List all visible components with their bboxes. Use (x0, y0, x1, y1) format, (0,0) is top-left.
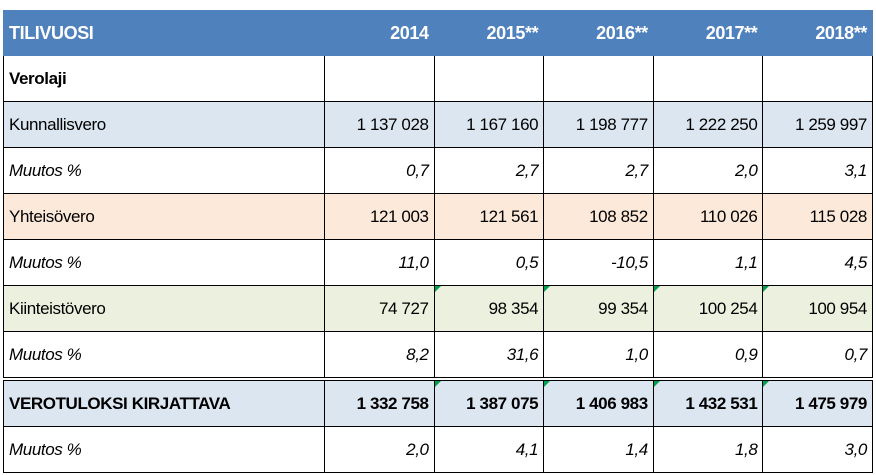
value-cell: 0,5 (433, 239, 545, 286)
value-cell: 4,1 (433, 426, 545, 473)
header-year-2014: 2014 (324, 10, 435, 56)
value-text: 100 954 (808, 298, 867, 318)
value-cell: 1,0 (543, 331, 654, 380)
value-cell: 11,0 (324, 239, 435, 286)
table-row-change: Muutos % 2,0 4,1 1,4 1,8 3,0 (3, 426, 873, 473)
cell-marker-icon (654, 286, 660, 292)
table-row-change: Muutos % 8,2 31,6 1,0 0,9 0,7 (3, 331, 873, 380)
table-row-yhteisovero: Yhteisövero 121 003 121 561 108 852 110 … (3, 193, 873, 240)
value-cell: 1 475 979 (762, 377, 873, 427)
row-label: Muutos % (3, 331, 325, 380)
value-cell: 2,0 (652, 147, 764, 194)
value-cell: 1 259 997 (762, 101, 873, 148)
value-cell: 74 727 (324, 285, 435, 332)
value-cell: 115 028 (762, 193, 873, 240)
table-row-total: VEROTULOKSI KIRJATTAVA 1 332 758 1 387 0… (3, 377, 873, 427)
header-year-2015: 2015** (433, 10, 545, 56)
row-label: Kiinteistövero (3, 285, 325, 332)
value-cell: 0,7 (324, 147, 435, 194)
value-cell: 1 432 531 (652, 377, 764, 427)
value-cell: 99 354 (543, 285, 654, 332)
value-text: 100 254 (698, 298, 758, 318)
value-text: 1 475 979 (794, 393, 867, 413)
value-cell: 2,0 (324, 426, 435, 473)
table-row-kiinteistovero: Kiinteistövero 74 727 98 354 99 354 100 … (3, 285, 873, 332)
row-label: Muutos % (3, 239, 325, 286)
row-label: Muutos % (3, 147, 325, 194)
value-cell: 100 954 (762, 285, 873, 332)
value-cell: 4,5 (762, 239, 873, 286)
value-cell: 100 254 (652, 285, 764, 332)
header-year-2017: 2017** (652, 10, 764, 56)
value-cell: 98 354 (433, 285, 545, 332)
value-cell: 3,1 (762, 147, 873, 194)
value-cell: 1 387 075 (433, 377, 545, 427)
cell-marker-icon (544, 382, 551, 387)
row-label: VEROTULOKSI KIRJATTAVA (3, 377, 325, 427)
empty-cell (324, 55, 435, 102)
value-cell: 2,7 (433, 147, 545, 194)
value-cell: -10,5 (543, 239, 654, 286)
value-cell: 8,2 (324, 331, 435, 380)
value-cell: 1 198 777 (543, 101, 654, 148)
value-text: 99 354 (598, 298, 648, 318)
table-row-change: Muutos % 11,0 0,5 -10,5 1,1 4,5 (3, 239, 873, 286)
empty-cell (652, 55, 764, 102)
value-cell: 0,9 (652, 331, 764, 380)
cell-marker-icon (435, 286, 441, 292)
cell-marker-icon (654, 382, 660, 387)
value-cell: 108 852 (543, 193, 654, 240)
value-cell: 1,4 (543, 426, 654, 473)
value-cell: 110 026 (652, 193, 764, 240)
value-text: 1 387 075 (466, 393, 539, 413)
cell-marker-icon (763, 382, 770, 387)
value-text: 1 406 983 (575, 393, 648, 413)
header-year-2016: 2016** (543, 10, 654, 56)
empty-cell (543, 55, 654, 102)
value-cell: 3,0 (762, 426, 873, 473)
section-row: Verolaji (3, 55, 873, 102)
header-year-2018: 2018** (762, 10, 873, 56)
value-cell: 1,8 (652, 426, 764, 473)
empty-cell (433, 55, 545, 102)
value-cell: 1 167 160 (433, 101, 545, 148)
value-cell: 1 406 983 (543, 377, 654, 427)
value-cell: 1,1 (652, 239, 764, 286)
row-label: Kunnallisvero (3, 101, 325, 148)
value-cell: 2,7 (543, 147, 654, 194)
value-text: 1 432 531 (685, 393, 758, 413)
table-row-kunnallisvero: Kunnallisvero 1 137 028 1 167 160 1 198 … (3, 101, 873, 148)
row-label: Yhteisövero (3, 193, 325, 240)
row-label: Muutos % (3, 426, 325, 473)
table-row-change: Muutos % 0,7 2,7 2,7 2,0 3,1 (3, 147, 873, 194)
section-label-cell: Verolaji (3, 55, 325, 102)
value-text: 98 354 (488, 298, 539, 318)
value-cell: 31,6 (433, 331, 545, 380)
empty-cell (762, 55, 873, 102)
cell-marker-icon (435, 382, 441, 387)
value-cell: 1 332 758 (324, 377, 435, 427)
value-cell: 121 003 (324, 193, 435, 240)
header-label-cell: TILIVUOSI (3, 10, 325, 56)
value-cell: 1 137 028 (324, 101, 435, 148)
value-cell: 0,7 (762, 331, 873, 380)
cell-marker-icon (544, 286, 551, 292)
value-cell: 1 222 250 (652, 101, 764, 148)
value-cell: 121 561 (433, 193, 545, 240)
tax-revenue-table: TILIVUOSI 2014 2015** 2016** 2017** 2018… (3, 10, 873, 473)
cell-marker-icon (763, 286, 770, 292)
header-row: TILIVUOSI 2014 2015** 2016** 2017** 2018… (3, 10, 873, 56)
